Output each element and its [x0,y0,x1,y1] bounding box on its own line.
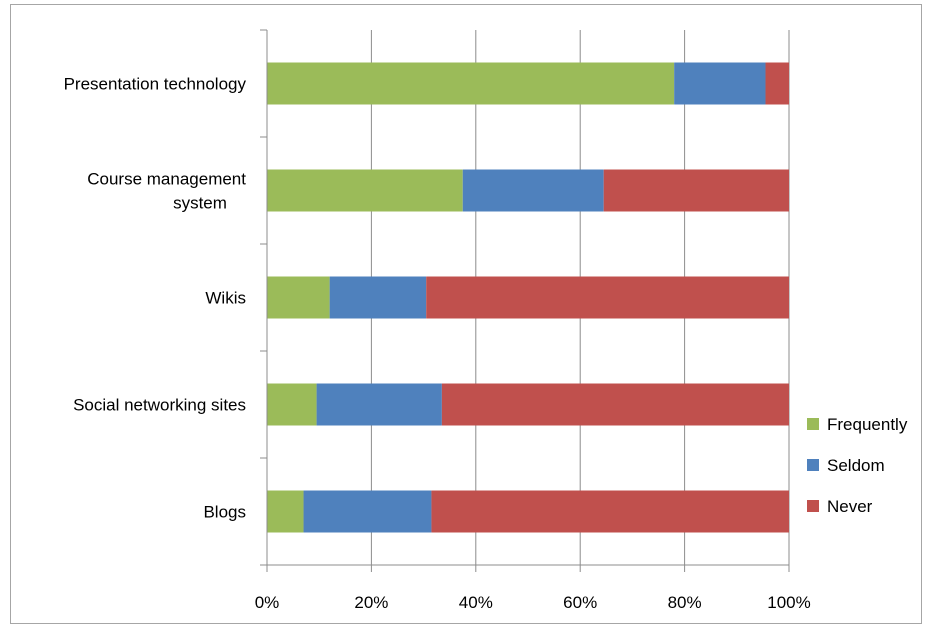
x-tick-label: 100% [767,593,810,612]
category-label: Social networking sites [73,396,246,415]
bar-frequently [267,490,304,533]
bar-seldom [674,62,766,105]
axes [260,29,790,572]
category-label: Presentation technology [64,75,247,94]
bar-never [765,62,789,105]
bar-seldom [462,169,604,212]
legend-swatch-never [807,500,819,512]
legend: Frequently Seldom Never [807,415,908,516]
bar-never [441,383,789,426]
legend-swatch-frequently [807,418,819,430]
bars [267,62,789,533]
category-label: Course management system [87,170,246,213]
x-tick-label: 20% [354,593,388,612]
legend-label-never: Never [827,497,873,516]
x-tick-label: 0% [255,593,280,612]
bar-seldom [329,276,427,319]
category-labels: Presentation technology Course management… [64,75,247,522]
bar-frequently [267,383,317,426]
category-label: Blogs [203,503,246,522]
bar-never [426,276,789,319]
bar-frequently [267,169,463,212]
category-label-line: Blogs [203,503,246,522]
category-label-line: Presentation technology [64,75,247,94]
bar-frequently [267,62,675,105]
legend-label-seldom: Seldom [827,456,885,475]
bar-seldom [316,383,442,426]
x-tick-label: 60% [563,593,597,612]
category-label-line: Wikis [205,289,246,308]
category-label-line: Social networking sites [73,396,246,415]
bar-never [431,490,789,533]
legend-swatch-seldom [807,459,819,471]
bar-frequently [267,276,330,319]
legend-label-frequently: Frequently [827,415,908,434]
x-tick-label: 40% [459,593,493,612]
tick-labels: 0% 20% 40% 60% 80% 100% [255,593,811,612]
bar-seldom [303,490,432,533]
category-label-line: system [173,194,227,213]
category-label-line: Course management [87,170,246,189]
bar-never [603,169,789,212]
category-label: Wikis [205,289,246,308]
x-tick-label: 80% [668,593,702,612]
